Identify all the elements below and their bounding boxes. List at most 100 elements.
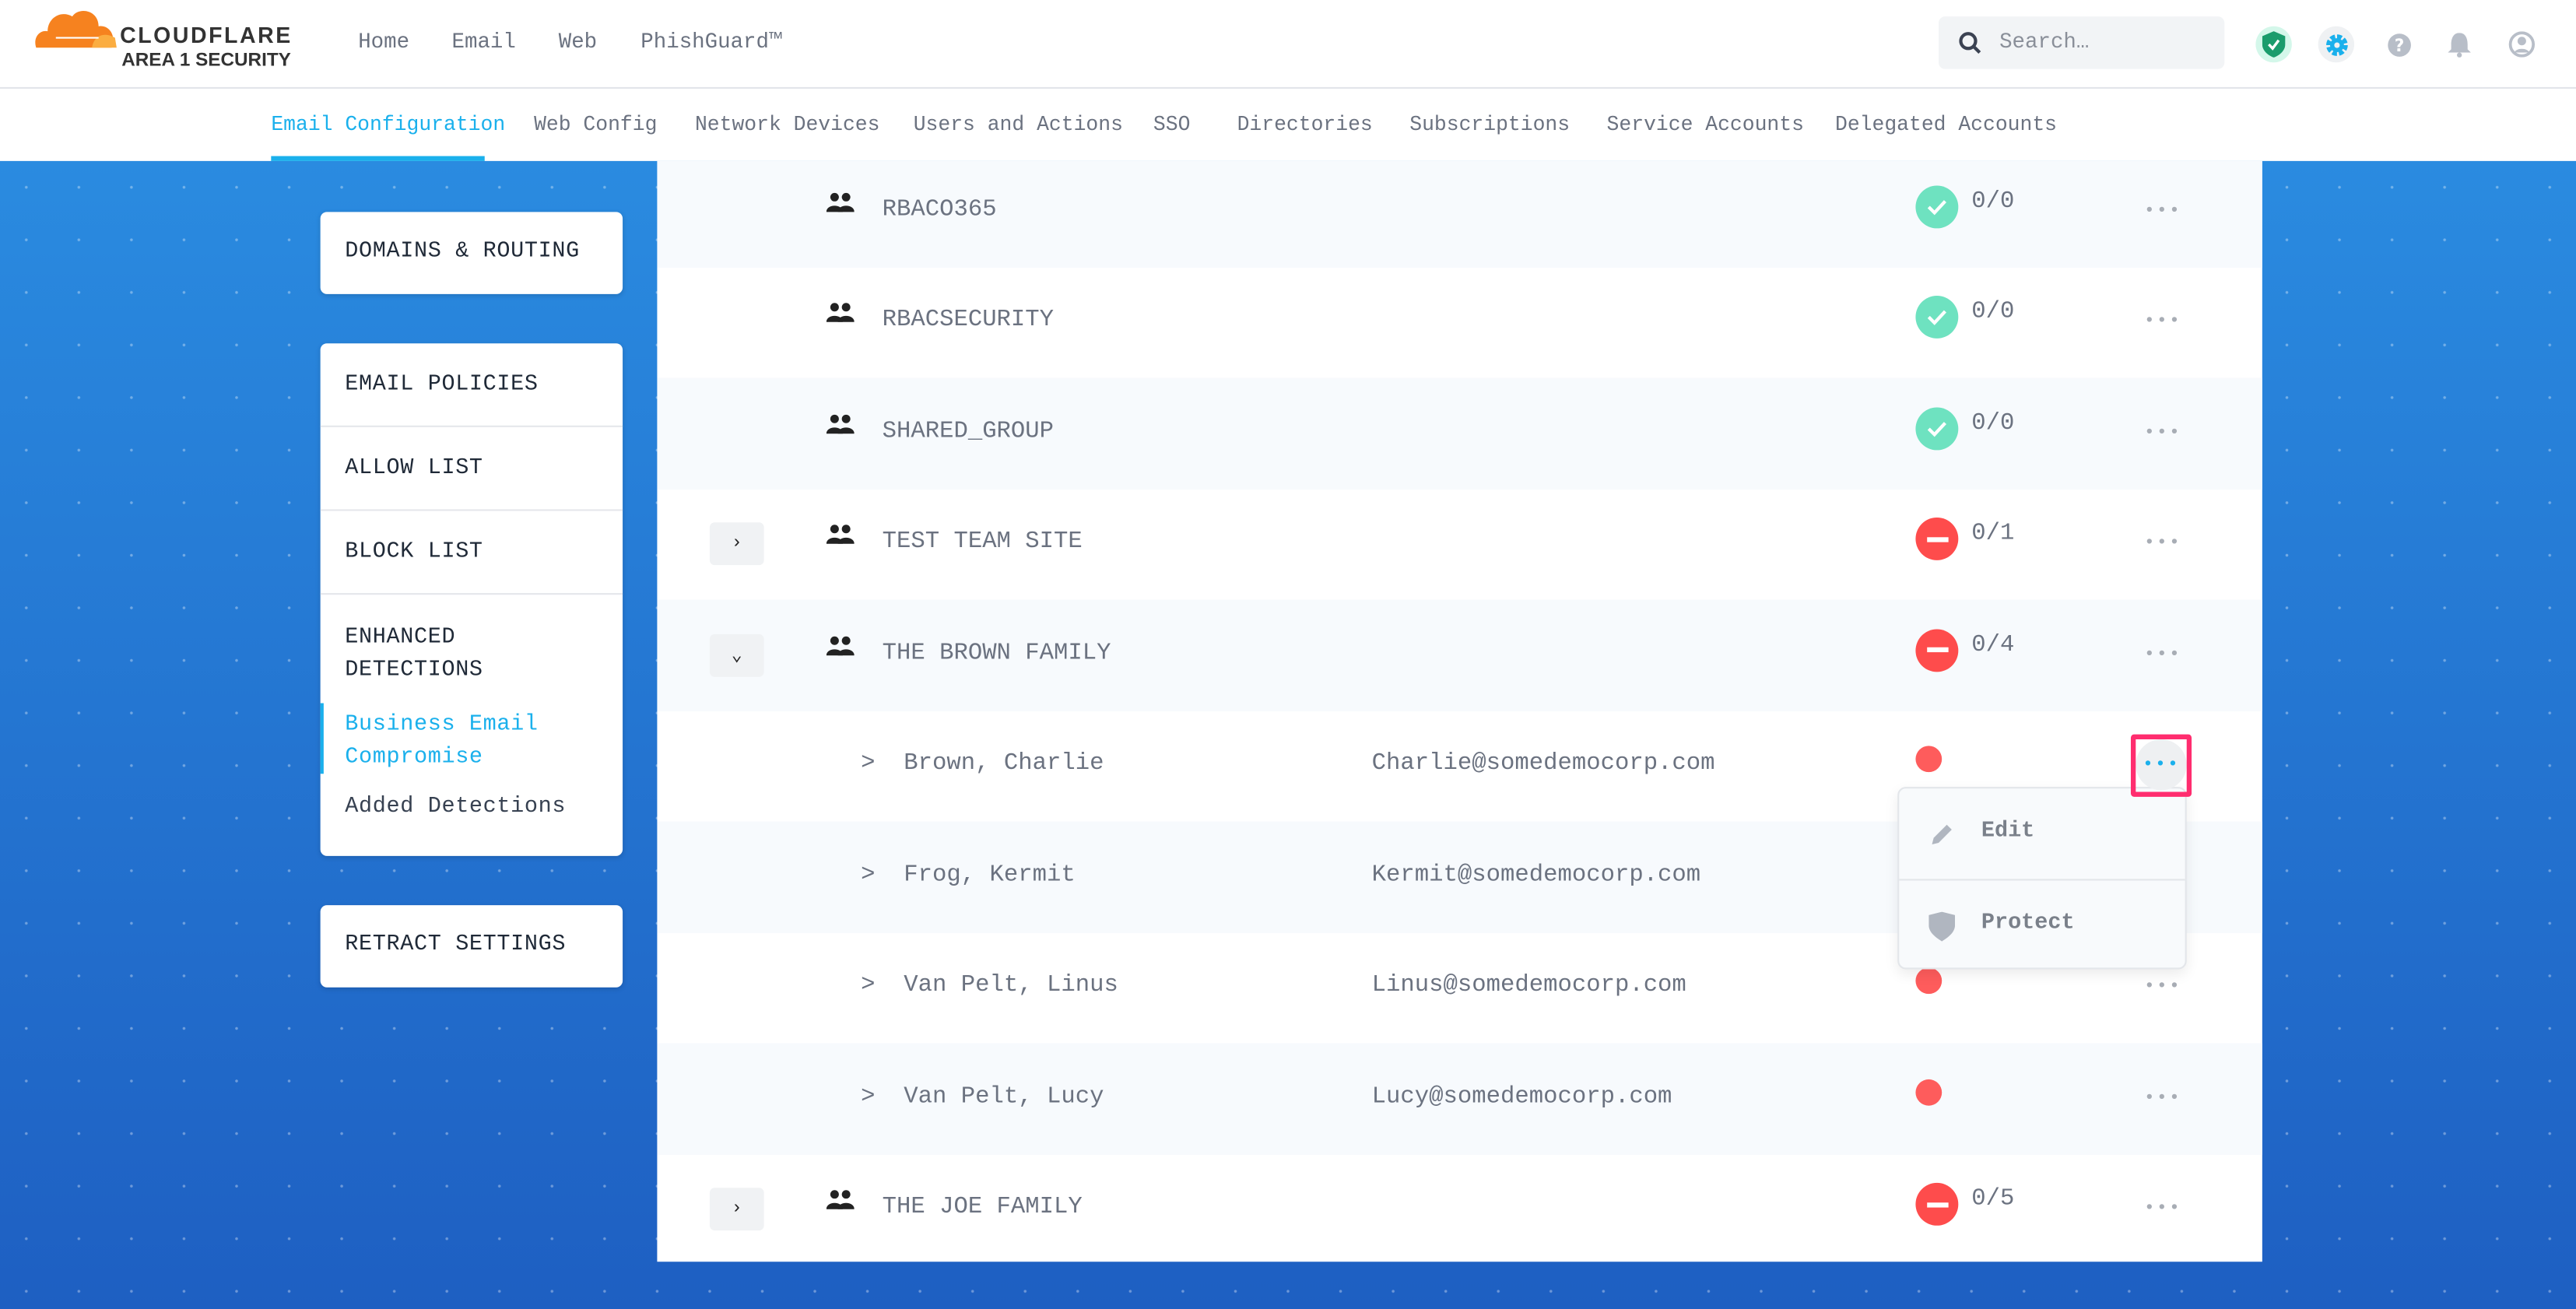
more-actions-button[interactable]: ••• (2143, 977, 2182, 998)
more-actions-button[interactable]: ••• (2143, 202, 2182, 222)
pencil-icon (1932, 824, 1952, 845)
sidebar-item-business-email-compromise[interactable]: Business Email Compromise (345, 710, 538, 775)
member-row[interactable]: > Van Pelt, Linus Linus@somedemocorp.com •… (657, 932, 2262, 1043)
label: Compromise (345, 746, 483, 771)
sidebar-item-allow-list[interactable]: ALLOW LIST (345, 456, 483, 482)
member-row[interactable]: > Brown, Charlie Charlie@somedemocorp.com (657, 711, 2262, 821)
expand-arrow-icon: > (861, 973, 876, 1000)
collapse-button[interactable]: ⌄ (709, 633, 764, 677)
top-header: CLOUDFLARE AREA 1 SECURITY Home Email We… (0, 0, 2576, 89)
card-domains-routing[interactable]: DOMAINS & ROUTING (320, 212, 623, 294)
status-blocked-icon (1915, 518, 1959, 561)
card-retract-settings[interactable]: RETRACT SETTINGS (320, 905, 623, 988)
help-icon[interactable]: ? (2381, 26, 2416, 62)
expand-button[interactable]: › (709, 522, 764, 566)
menu-item-edit[interactable]: Edit (1899, 788, 2185, 879)
sidebar-item-domains-routing[interactable]: DOMAINS & ROUTING (345, 240, 580, 265)
group-row[interactable]: SHARED_GROUP 0/0 ••• (657, 377, 2262, 490)
protected-count: 0/4 (1971, 632, 2015, 658)
nav-email[interactable]: Email (451, 29, 516, 54)
gear-icon[interactable] (2318, 26, 2355, 63)
shield-check-icon[interactable] (2255, 26, 2292, 63)
member-name[interactable]: > Van Pelt, Lucy (861, 1084, 1104, 1111)
group-name[interactable]: THE JOE FAMILY (882, 1195, 1083, 1222)
protected-count: 0/0 (1971, 188, 2015, 216)
nav-phishguard[interactable]: PhishGuard™ (640, 29, 782, 54)
group-name[interactable]: RBACO365 (882, 196, 997, 223)
more-icon: ••• (2142, 755, 2181, 775)
expand-button[interactable]: › (709, 1188, 764, 1231)
protected-count: 0/5 (1971, 1186, 2015, 1213)
bell-icon[interactable] (2441, 26, 2477, 62)
protected-count: 0/0 (1971, 410, 2015, 437)
sidebar-item-enhanced-detections[interactable]: ENHANCED DETECTIONS (345, 623, 483, 688)
sidebar-item-added-detections[interactable]: Added Detections (345, 795, 567, 820)
more-actions-button[interactable]: ••• (2143, 423, 2182, 444)
status-dot (1915, 967, 1943, 995)
card-email-policies: EMAIL POLICIES ALLOW LIST BLOCK LIST ENH… (320, 343, 623, 856)
group-icon (826, 303, 855, 323)
expand-arrow-icon: > (861, 751, 876, 778)
tab-network-devices[interactable]: Network Devices (694, 113, 880, 137)
sidebar-item-email-policies[interactable]: EMAIL POLICIES (345, 373, 539, 398)
user-icon[interactable] (2504, 26, 2539, 62)
group-icon (826, 636, 855, 655)
group-icon (826, 192, 855, 212)
more-actions-button-active[interactable]: ••• (2136, 739, 2187, 791)
member-name[interactable]: > Van Pelt, Linus (861, 973, 1118, 999)
chevron-icon: ⌄ (731, 647, 742, 667)
tab-users-and-actions[interactable]: Users and Actions (913, 113, 1123, 137)
tab-delegated-accounts[interactable]: Delegated Accounts (1834, 113, 2058, 137)
brand-sub: AREA 1 SECURITY (121, 51, 291, 71)
group-name[interactable]: TEST TEAM SITE (882, 529, 1083, 556)
tab-subscriptions[interactable]: Subscriptions (1409, 113, 1571, 137)
member-row[interactable]: > Van Pelt, Lucy Lucy@somedemocorp.com ••• (657, 1043, 2262, 1154)
group-name[interactable]: SHARED_GROUP (882, 418, 1055, 445)
group-row[interactable]: RBACSECURITY 0/0 ••• (657, 267, 2262, 377)
tab-directories[interactable]: Directories (1237, 113, 1373, 137)
group-row[interactable]: › THE JOE FAMILY 0/5 ••• (657, 1154, 2262, 1262)
tab-web-config[interactable]: Web Config (534, 113, 658, 137)
shield-icon (1928, 911, 1956, 942)
label: DETECTIONS (345, 658, 483, 684)
status-blocked-icon (1915, 1183, 1959, 1227)
member-name[interactable]: > Brown, Charlie (861, 751, 1104, 777)
status-ok-icon (1915, 185, 1959, 228)
group-icon (826, 525, 855, 545)
more-actions-button[interactable]: ••• (2143, 1199, 2182, 1220)
nav-home[interactable]: Home (358, 29, 410, 54)
tab-email-configuration[interactable]: Email Configuration (271, 113, 506, 137)
group-row[interactable]: ⌄ THE BROWN FAMILY 0/4 ••• (657, 599, 2262, 711)
more-actions-button[interactable]: ••• (2143, 1089, 2182, 1109)
group-row[interactable]: RBACO365 0/0 ••• (657, 160, 2262, 268)
group-icon (826, 1190, 855, 1210)
menu-item-protect[interactable]: Protect (1899, 880, 2185, 969)
sidebar-item-block-list[interactable]: BLOCK LIST (345, 540, 483, 566)
more-actions-button[interactable]: ••• (2143, 534, 2182, 554)
name-text: Van Pelt, Lucy (904, 1083, 1104, 1111)
group-icon (826, 414, 855, 433)
divider (1899, 879, 2185, 881)
more-actions-button[interactable]: ••• (2143, 312, 2182, 332)
tab-service-accounts[interactable]: Service Accounts (1606, 113, 1804, 137)
group-row[interactable]: › TEST TEAM SITE 0/1 ••• (657, 489, 2262, 599)
cloudflare-logo[interactable]: CLOUDFLARE AREA 1 SECURITY (33, 9, 291, 71)
member-email: Kermit@somedemocorp.com (1371, 862, 1701, 889)
search-placeholder: Search… (1999, 29, 2090, 54)
group-name[interactable]: RBACSECURITY (882, 307, 1055, 335)
tab-sso[interactable]: SSO (1153, 113, 1191, 137)
menu-label: Protect (1981, 911, 2075, 937)
nav-web[interactable]: Web (558, 29, 598, 54)
divider (320, 593, 623, 595)
search-icon (1959, 32, 1981, 54)
sidebar-item-retract-settings[interactable]: RETRACT SETTINGS (345, 933, 567, 958)
active-tab-indicator (271, 156, 485, 161)
divider (320, 425, 623, 427)
more-actions-button[interactable]: ••• (2143, 645, 2182, 665)
protected-count: 0/1 (1971, 521, 2015, 548)
search-input[interactable]: Search… (1938, 16, 2225, 69)
member-name[interactable]: > Frog, Kermit (861, 862, 1076, 889)
group-name[interactable]: THE BROWN FAMILY (882, 640, 1111, 667)
label: Business Email (345, 713, 539, 738)
status-dot (1915, 1079, 1943, 1106)
